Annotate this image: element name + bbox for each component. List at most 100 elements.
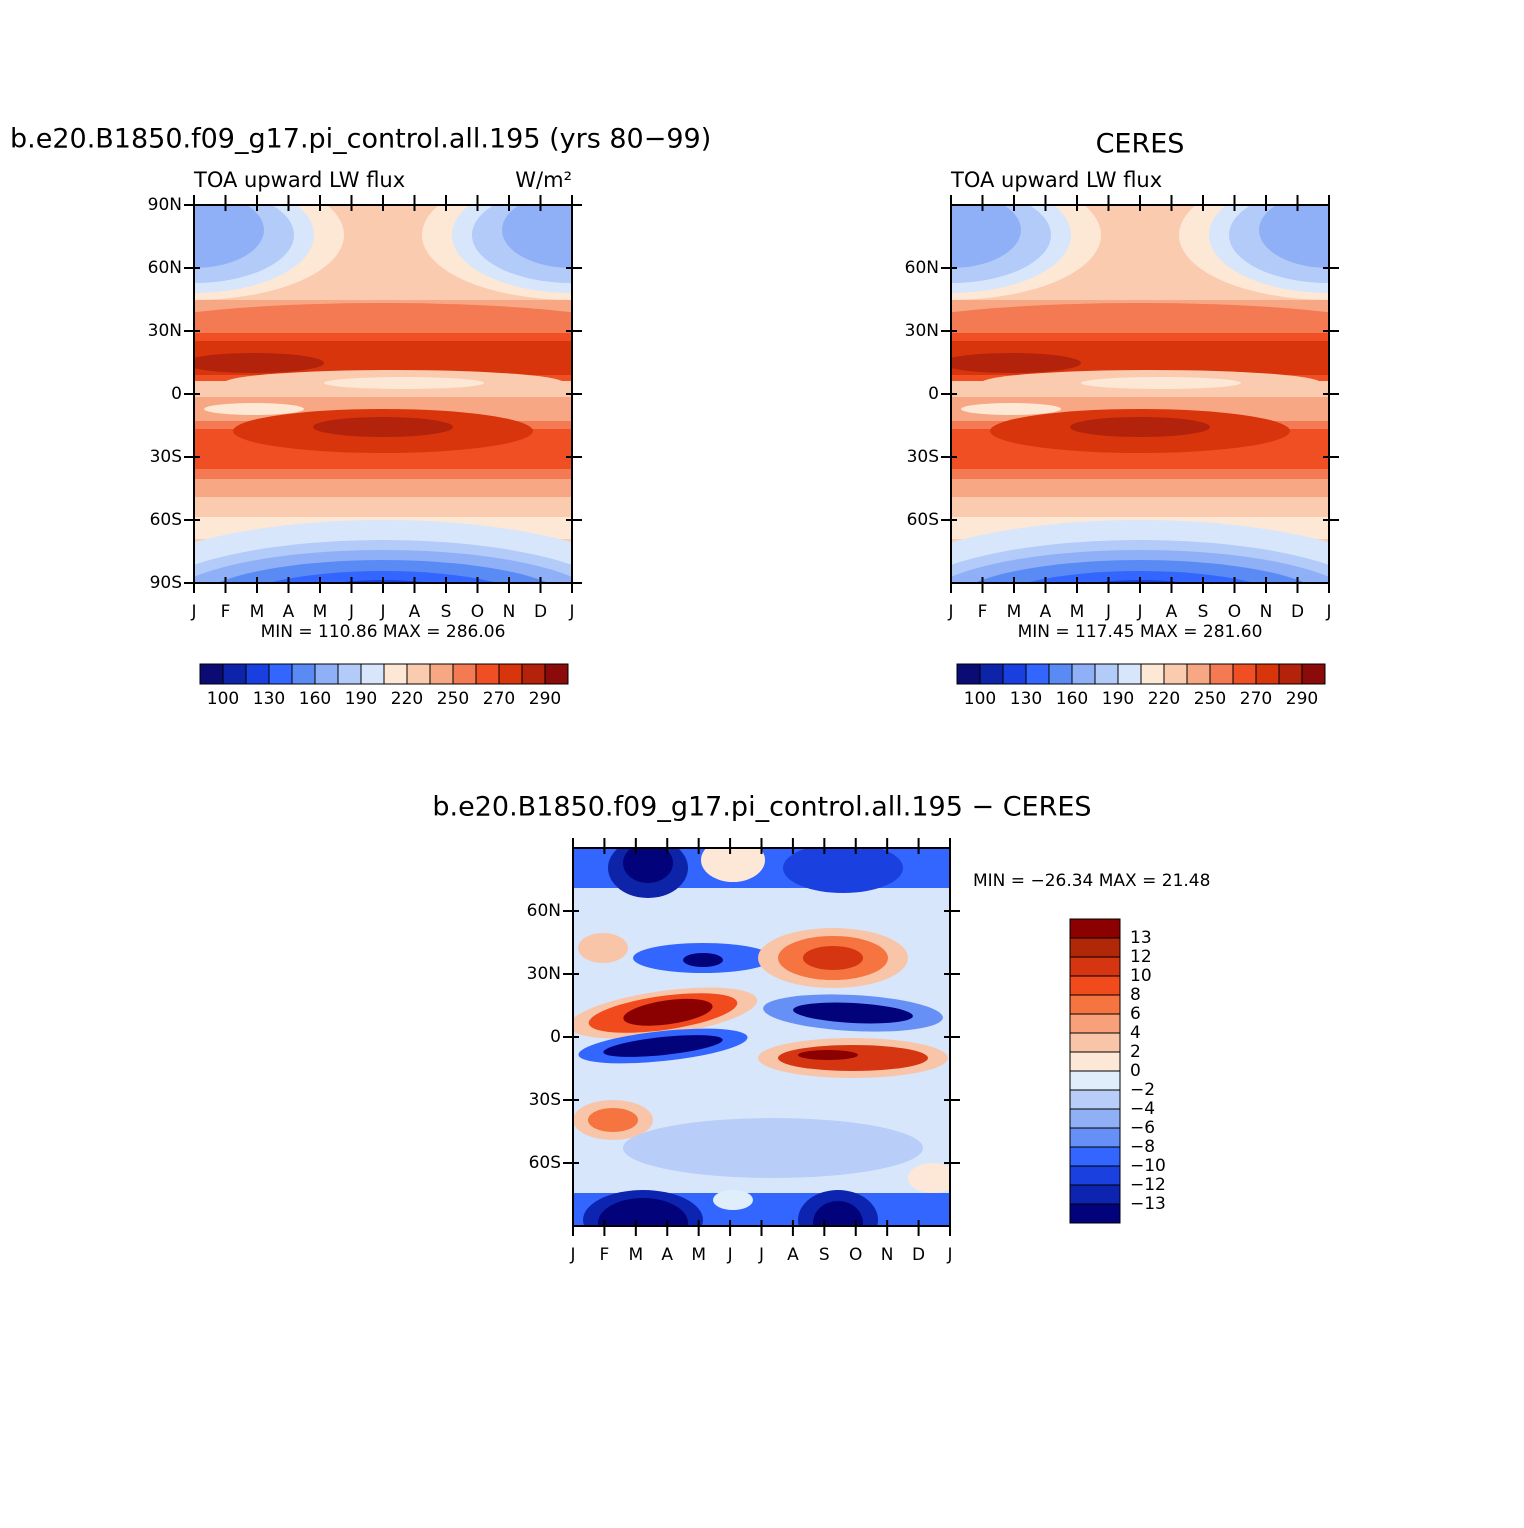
colorbar-box (498, 663, 523, 685)
x-tick-label: A (1166, 602, 1178, 622)
colorbar-box (452, 663, 477, 685)
y-tick-label: 30S (907, 447, 939, 467)
colorbar-box (337, 663, 362, 685)
colorbar-box (1069, 1146, 1121, 1167)
x-tick-label: A (661, 1245, 673, 1265)
x-tick-label: O (1228, 602, 1241, 622)
colorbar-label: 160 (1056, 689, 1088, 709)
y-tick-label: 90S (150, 573, 182, 593)
colorbar-label: 130 (253, 689, 285, 709)
colorbar-label: 13 (1130, 928, 1152, 948)
x-tick-label: J (569, 1245, 575, 1265)
colorbar-box (1069, 918, 1121, 939)
colorbar-box (475, 663, 500, 685)
colorbar-box (1069, 937, 1121, 958)
colorbar-box (1002, 663, 1027, 685)
y-tick-label: 0 (550, 1027, 561, 1047)
panel-title: b.e20.B1850.f09_g17.pi_control.all.195 −… (432, 792, 1091, 823)
colorbar-box (1278, 663, 1303, 685)
x-tick-label: A (283, 602, 295, 622)
x-tick-label: N (881, 1245, 894, 1265)
x-tick-label: A (787, 1245, 799, 1265)
y-tick-label: 30N (905, 321, 939, 341)
colorbar-label: 100 (207, 689, 239, 709)
colorbar-box (1186, 663, 1211, 685)
colorbar-box (291, 663, 316, 685)
colorbar-box (1301, 663, 1326, 685)
units: W/m² (515, 168, 572, 192)
y-tick-label: 60N (527, 901, 561, 921)
x-tick-label: D (534, 602, 547, 622)
x-tick-label: J (1105, 602, 1111, 622)
x-tick-label: F (978, 602, 988, 622)
y-tick-label: 0 (928, 384, 939, 404)
x-tick-label: M (628, 1245, 643, 1265)
colorbar-label: 2 (1130, 1042, 1141, 1062)
colorbar-box (1069, 1013, 1121, 1034)
colorbar-label: 0 (1130, 1061, 1141, 1081)
colorbar-box (1163, 663, 1188, 685)
colorbar-label: −12 (1130, 1175, 1166, 1195)
colorbar-label: −2 (1130, 1080, 1155, 1100)
colorbar-box (1094, 663, 1119, 685)
y-tick-label: 60N (905, 258, 939, 278)
colorbar-label: 270 (1240, 689, 1272, 709)
colorbar-label: 190 (1102, 689, 1134, 709)
colorbar-label: 8 (1130, 985, 1141, 1005)
x-tick-label: J (379, 602, 385, 622)
colorbar-box (521, 663, 546, 685)
colorbar-label: 220 (391, 689, 423, 709)
colorbar-box (1071, 663, 1096, 685)
colorbar-label: 160 (299, 689, 331, 709)
colorbar-box (1140, 663, 1165, 685)
colorbar-box (383, 663, 408, 685)
colorbar-label: −13 (1130, 1194, 1166, 1214)
colorbar-box (1069, 1165, 1121, 1186)
colorbar-box (1069, 1051, 1121, 1072)
colorbar-label: 12 (1130, 947, 1152, 967)
y-tick-label: 90N (148, 195, 182, 215)
colorbar-box (1069, 1203, 1121, 1224)
colorbar-box (1069, 1108, 1121, 1129)
y-tick-label: 60S (907, 510, 939, 530)
y-tick-label: 30N (148, 321, 182, 341)
y-tick-label: 30S (529, 1090, 561, 1110)
stats: MIN = −26.34 MAX = 21.48 (973, 871, 1210, 891)
colorbar-label: 10 (1130, 966, 1152, 986)
y-tick-label: 60S (150, 510, 182, 530)
x-tick-label: M (313, 602, 328, 622)
colorbar-label: 100 (964, 689, 996, 709)
x-tick-label: D (1291, 602, 1304, 622)
x-tick-label: O (849, 1245, 862, 1265)
y-tick-label: 30S (150, 447, 182, 467)
x-tick-label: N (1260, 602, 1273, 622)
x-tick-label: O (471, 602, 484, 622)
colorbar-label: 270 (483, 689, 515, 709)
y-tick-label: 30N (527, 964, 561, 984)
colorbar-label: 220 (1148, 689, 1180, 709)
stats: MIN = 117.45 MAX = 281.60 (1018, 622, 1263, 642)
colorbar-box (268, 663, 293, 685)
colorbar-box (956, 663, 981, 685)
x-tick-label: F (221, 602, 231, 622)
colorbar-label: 290 (529, 689, 561, 709)
x-tick-label: J (727, 1245, 733, 1265)
contour-field (566, 838, 958, 1250)
colorbar-box (222, 663, 247, 685)
colorbar-box (199, 663, 224, 685)
panel-subtitle: TOA upward LW flux (950, 168, 1162, 192)
x-tick-label: A (1040, 602, 1052, 622)
colorbar-label: −10 (1130, 1156, 1166, 1176)
colorbar-box (314, 663, 339, 685)
panel-subtitle: TOA upward LW flux (193, 168, 405, 192)
colorbar-box (1069, 1070, 1121, 1091)
x-tick-label: M (1070, 602, 1085, 622)
x-tick-label: J (1136, 602, 1142, 622)
x-tick-label: S (1198, 602, 1209, 622)
colorbar-box (1069, 1032, 1121, 1053)
colorbar-box (1232, 663, 1257, 685)
x-tick-label: S (819, 1245, 830, 1265)
x-tick-label: J (946, 1245, 952, 1265)
x-tick-label: J (947, 602, 953, 622)
